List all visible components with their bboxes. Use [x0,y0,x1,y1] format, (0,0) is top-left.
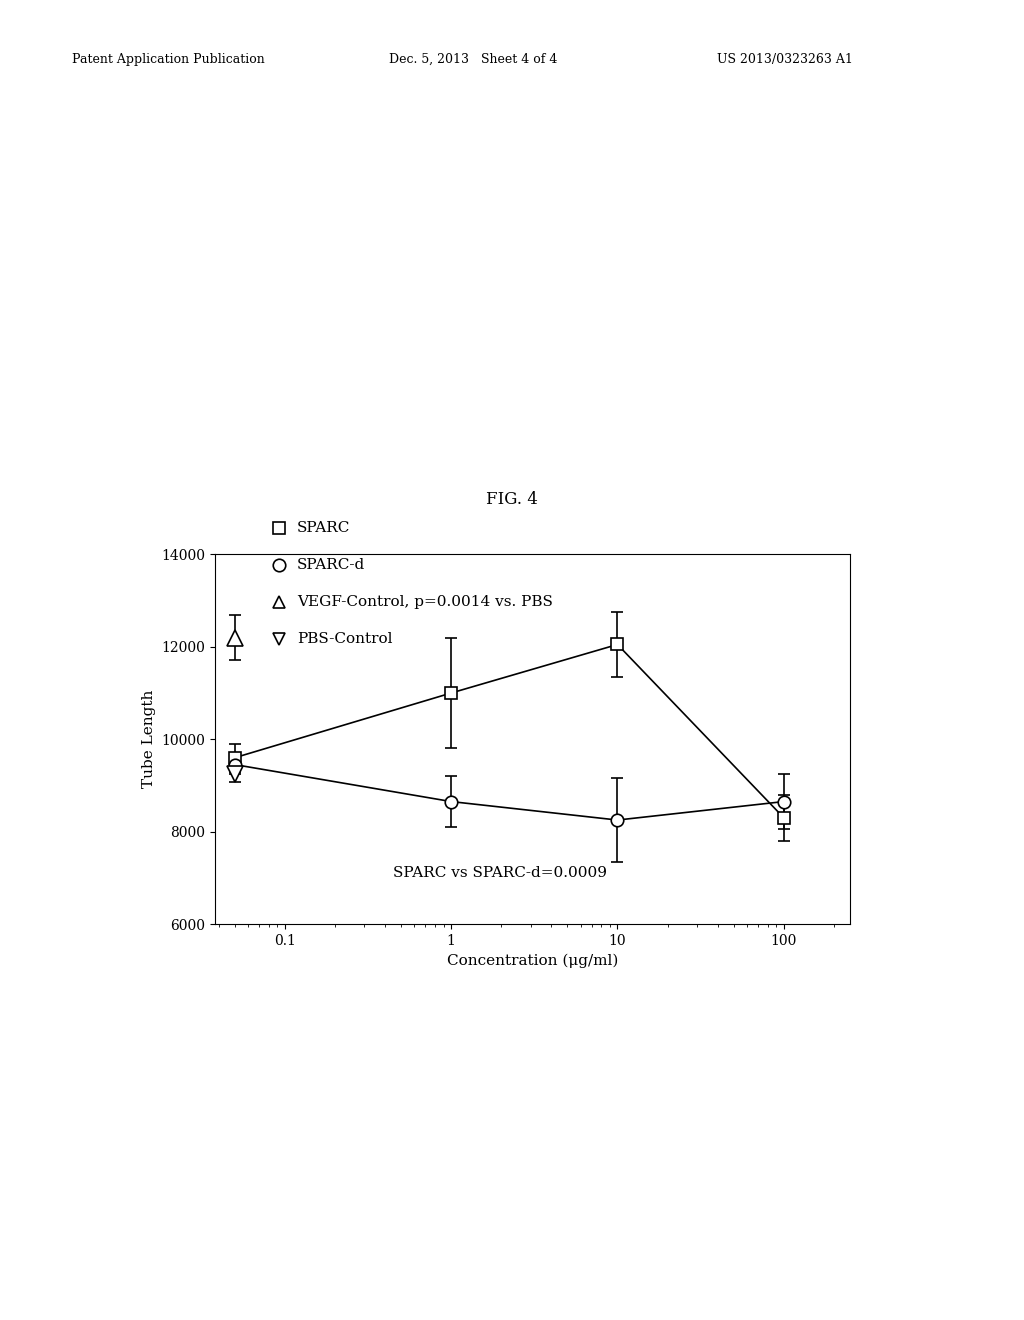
Text: Patent Application Publication: Patent Application Publication [72,53,264,66]
Text: SPARC-d: SPARC-d [297,558,366,572]
X-axis label: Concentration (μg/ml): Concentration (μg/ml) [446,953,618,968]
Y-axis label: Tube Length: Tube Length [141,690,156,788]
Text: FIG. 4: FIG. 4 [486,491,538,508]
Text: Dec. 5, 2013   Sheet 4 of 4: Dec. 5, 2013 Sheet 4 of 4 [389,53,557,66]
Text: SPARC vs SPARC-d=0.0009: SPARC vs SPARC-d=0.0009 [393,866,607,879]
Text: PBS-Control: PBS-Control [297,632,392,645]
Text: SPARC: SPARC [297,521,350,535]
Text: US 2013/0323263 A1: US 2013/0323263 A1 [717,53,853,66]
Text: VEGF-Control, p=0.0014 vs. PBS: VEGF-Control, p=0.0014 vs. PBS [297,595,553,609]
